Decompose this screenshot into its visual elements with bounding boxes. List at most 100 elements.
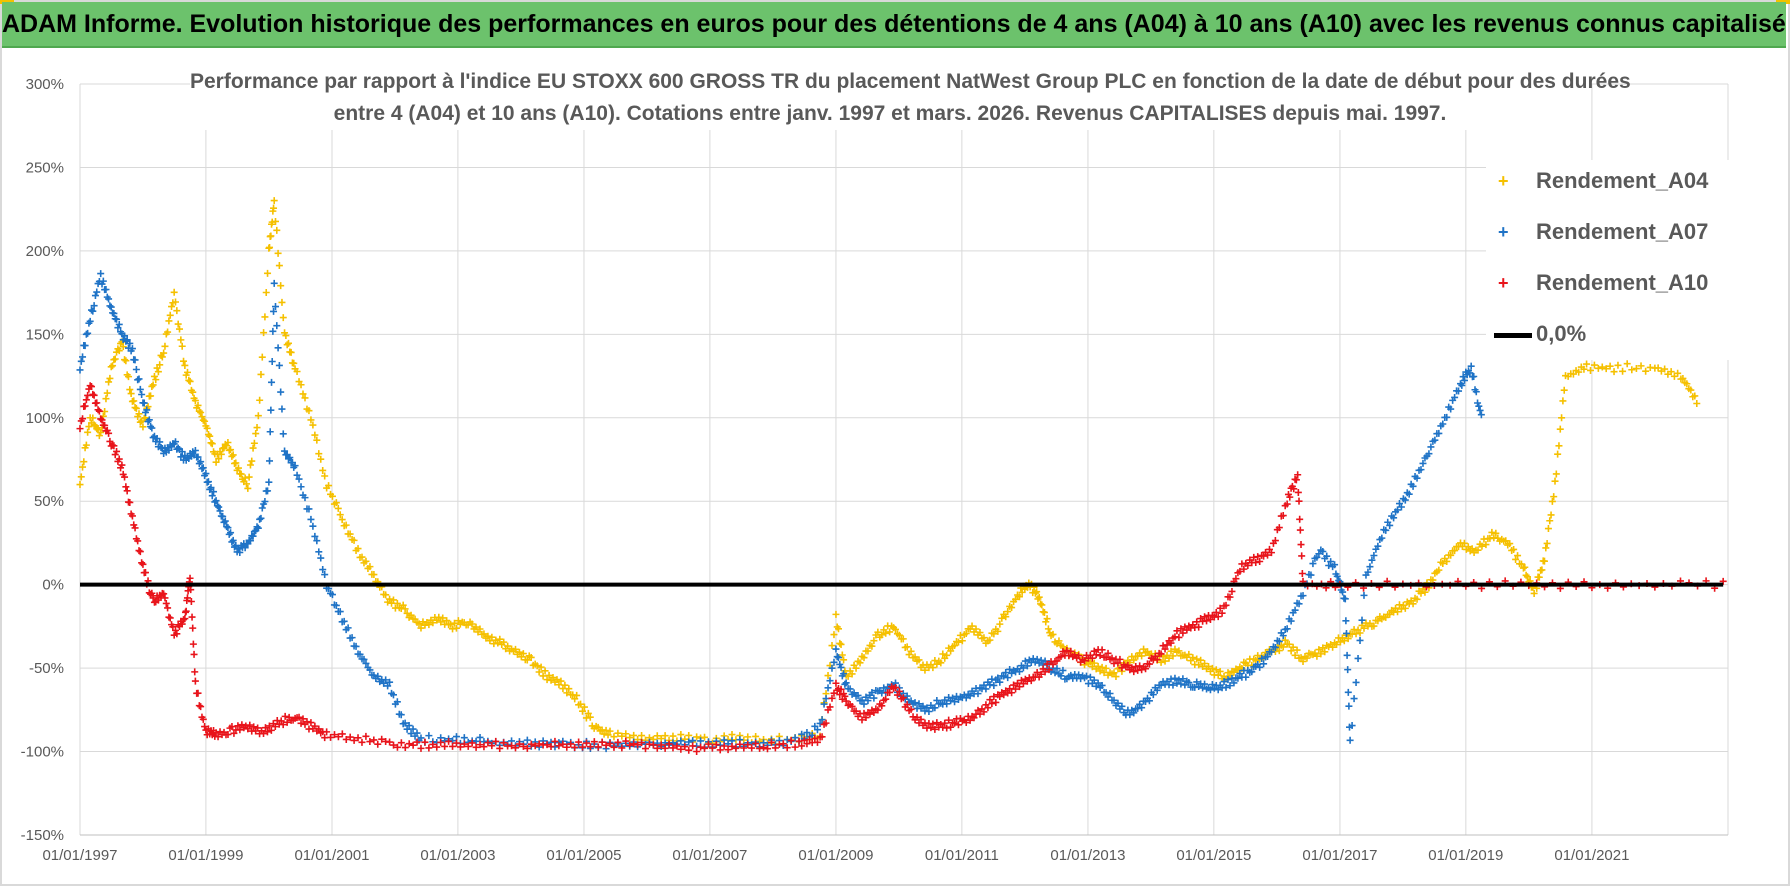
data-point-Rendement_A10 xyxy=(630,740,638,748)
data-point-Rendement_A10 xyxy=(405,740,413,748)
data-point-Rendement_A07 xyxy=(832,645,840,653)
y-tick-label: 50% xyxy=(34,493,64,510)
data-point-Rendement_A04 xyxy=(1559,397,1567,405)
data-point-Rendement_A07 xyxy=(1327,558,1335,566)
data-point-Rendement_A07 xyxy=(384,682,392,690)
data-point-Rendement_A07 xyxy=(1021,657,1029,665)
data-point-Rendement_A04 xyxy=(180,357,188,365)
data-point-Rendement_A04 xyxy=(1523,573,1531,581)
data-point-Rendement_A04 xyxy=(535,668,543,676)
data-point-Rendement_A07 xyxy=(1405,490,1413,498)
data-point-Rendement_A07 xyxy=(148,424,156,432)
data-point-Rendement_A04 xyxy=(1291,651,1299,659)
data-point-Rendement_A07 xyxy=(858,696,866,704)
series-Rendement_A07 xyxy=(76,270,1485,753)
data-point-Rendement_A04 xyxy=(840,656,848,664)
data-point-Rendement_A10 xyxy=(638,739,646,747)
data-point-Rendement_A04 xyxy=(183,368,191,376)
data-point-Rendement_A10 xyxy=(903,701,911,709)
data-point-Rendement_A04 xyxy=(194,401,202,409)
data-point-Rendement_A07 xyxy=(174,444,182,452)
data-point-Rendement_A10 xyxy=(484,739,492,747)
data-point-Rendement_A10 xyxy=(1252,558,1260,566)
data-point-Rendement_A10 xyxy=(354,734,362,742)
data-point-Rendement_A10 xyxy=(1218,609,1226,617)
data-point-Rendement_A04 xyxy=(80,458,88,466)
data-point-Rendement_A04 xyxy=(1374,617,1382,625)
data-point-Rendement_A10 xyxy=(933,719,941,727)
data-point-Rendement_A04 xyxy=(553,676,561,684)
data-point-Rendement_A10 xyxy=(437,738,445,746)
data-point-Rendement_A07 xyxy=(93,288,101,296)
data-point-Rendement_A04 xyxy=(1392,604,1400,612)
data-point-Rendement_A04 xyxy=(246,461,254,469)
data-point-Rendement_A07 xyxy=(132,366,140,374)
data-point-Rendement_A10 xyxy=(1045,666,1053,674)
data-point-Rendement_A07 xyxy=(191,446,199,454)
data-point-Rendement_A10 xyxy=(828,694,836,702)
data-point-Rendement_A04 xyxy=(1112,673,1120,681)
data-point-Rendement_A07 xyxy=(1145,697,1153,705)
data-point-Rendement_A07 xyxy=(268,358,276,366)
data-point-Rendement_A07 xyxy=(1409,482,1417,490)
data-point-Rendement_A04 xyxy=(1279,643,1287,651)
data-point-Rendement_A04 xyxy=(468,620,476,628)
data-point-Rendement_A04 xyxy=(1512,555,1520,563)
data-point-Rendement_A04 xyxy=(496,635,504,643)
data-point-Rendement_A04 xyxy=(270,197,278,205)
data-point-Rendement_A07 xyxy=(870,694,878,702)
data-point-Rendement_A04 xyxy=(285,339,293,347)
data-point-Rendement_A10 xyxy=(559,740,567,748)
data-point-Rendement_A10 xyxy=(311,722,319,730)
data-point-Rendement_A07 xyxy=(315,548,323,556)
data-point-Rendement_A10 xyxy=(1059,648,1067,656)
data-point-Rendement_A04 xyxy=(215,455,223,463)
data-point-Rendement_A04 xyxy=(165,317,173,325)
data-point-Rendement_A04 xyxy=(242,480,250,488)
data-point-Rendement_A10 xyxy=(931,725,939,733)
data-point-Rendement_A04 xyxy=(976,629,984,637)
data-point-Rendement_A10 xyxy=(716,746,724,754)
data-point-Rendement_A07 xyxy=(1287,617,1295,625)
data-point-Rendement_A10 xyxy=(110,442,118,450)
data-point-Rendement_A10 xyxy=(685,746,693,754)
data-point-Rendement_A04 xyxy=(245,473,253,481)
data-point-Rendement_A10 xyxy=(917,715,925,723)
data-point-Rendement_A04 xyxy=(147,392,155,400)
x-tick-label: 01/01/2009 xyxy=(798,847,873,864)
data-point-Rendement_A04 xyxy=(237,470,245,478)
data-point-Rendement_A04 xyxy=(1044,625,1052,633)
data-point-Rendement_A07 xyxy=(82,330,90,338)
data-point-Rendement_A07 xyxy=(1279,632,1287,640)
data-point-Rendement_A07 xyxy=(1283,625,1291,633)
data-point-Rendement_A07 xyxy=(149,434,157,442)
data-point-Rendement_A07 xyxy=(131,356,139,364)
data-point-Rendement_A10 xyxy=(1214,613,1222,621)
data-point-Rendement_A10 xyxy=(212,729,220,737)
data-point-Rendement_A04 xyxy=(563,689,571,697)
data-point-Rendement_A10 xyxy=(267,726,275,734)
data-point-Rendement_A07 xyxy=(102,286,110,294)
data-point-Rendement_A07 xyxy=(270,279,278,287)
legend-label-zero: 0,0% xyxy=(1536,321,1587,346)
data-point-Rendement_A07 xyxy=(1214,686,1222,694)
data-point-Rendement_A10 xyxy=(390,741,398,749)
data-point-Rendement_A07 xyxy=(194,453,202,461)
data-point-Rendement_A10 xyxy=(1222,601,1230,609)
data-point-Rendement_A10 xyxy=(236,726,244,734)
y-tick-label: 0% xyxy=(42,577,64,594)
data-point-Rendement_A07 xyxy=(401,719,409,727)
data-point-Rendement_A07 xyxy=(1258,655,1266,663)
data-point-Rendement_A10 xyxy=(162,599,170,607)
data-point-Rendement_A07 xyxy=(943,700,951,708)
data-point-Rendement_A10 xyxy=(571,743,579,751)
data-point-Rendement_A07 xyxy=(1439,420,1447,428)
data-point-Rendement_A10 xyxy=(123,487,131,495)
data-point-Rendement_A04 xyxy=(958,637,966,645)
data-point-Rendement_A07 xyxy=(1230,679,1238,687)
y-tick-label: 100% xyxy=(26,410,64,427)
data-point-Rendement_A10 xyxy=(512,744,519,752)
data-point-Rendement_A10 xyxy=(1096,652,1104,660)
data-point-Rendement_A04 xyxy=(1661,365,1669,373)
data-point-Rendement_A04 xyxy=(121,356,129,364)
